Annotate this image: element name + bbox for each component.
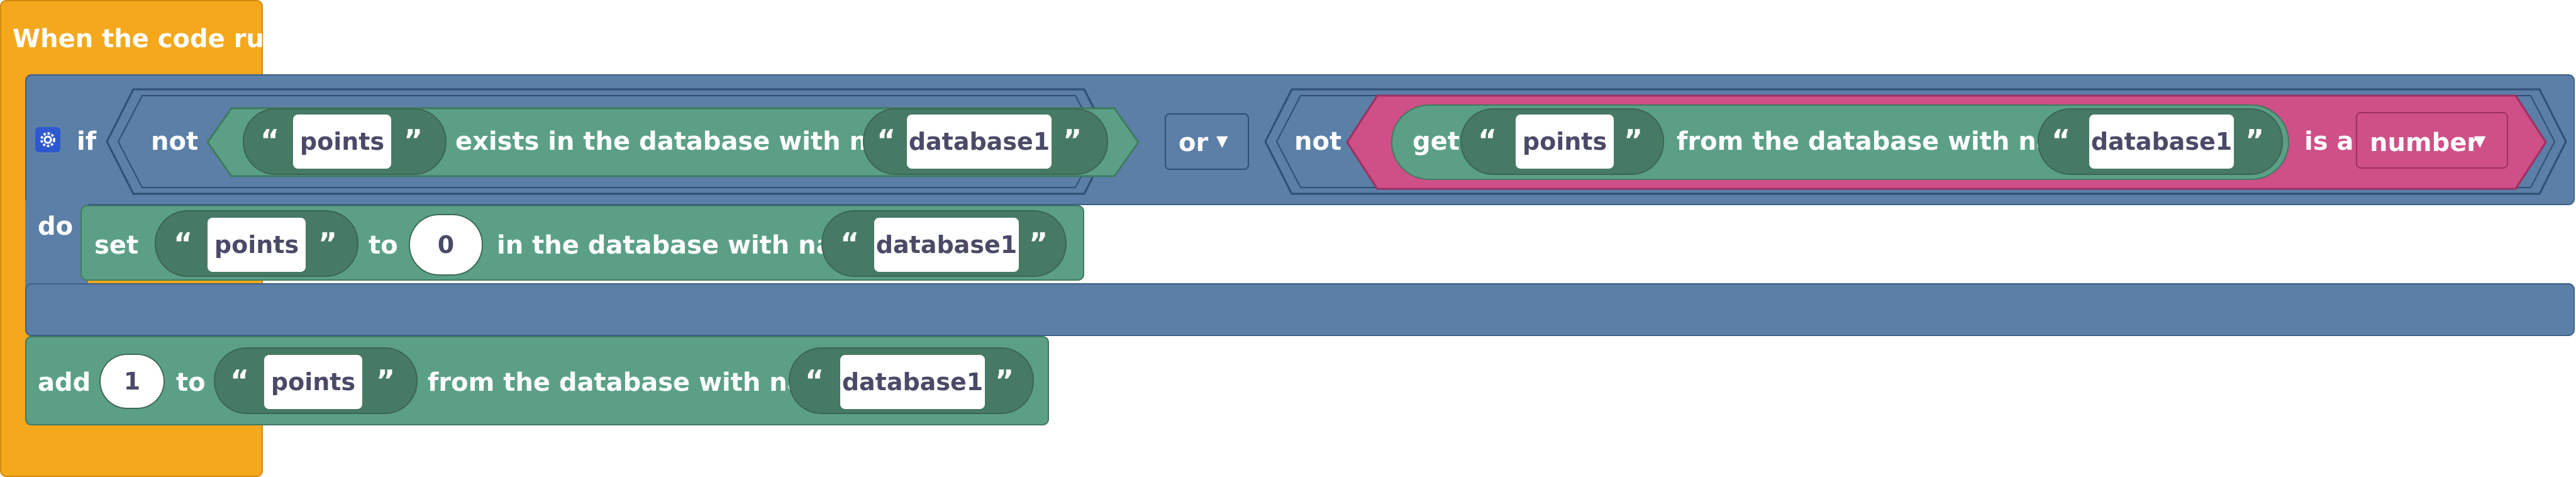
from-database-text: from the database with name <box>1677 127 2097 156</box>
key-field[interactable]: points <box>293 115 391 169</box>
open-quote: “ <box>2051 123 2071 157</box>
add-label: add <box>38 368 91 397</box>
or-label: or <box>1179 128 1209 157</box>
type-label: number <box>2370 128 2480 157</box>
set-label: set <box>94 231 139 260</box>
is-a-label: is a <box>2304 127 2354 156</box>
from-database-text: from the database with name <box>428 368 848 397</box>
open-quote: “ <box>230 364 250 398</box>
exists-text: exists in the database with name <box>455 127 928 156</box>
close-quote: ” <box>376 364 396 398</box>
if-block-body-left <box>25 200 88 288</box>
open-quote: “ <box>1478 123 1497 157</box>
database-field[interactable]: database1 <box>874 218 1019 272</box>
get-label: get <box>1413 127 1460 156</box>
or-dropdown[interactable] <box>1165 113 1249 170</box>
key-field[interactable]: points <box>208 218 306 272</box>
dropdown-arrow-icon[interactable]: ▼ <box>2474 132 2486 150</box>
open-quote: “ <box>805 364 824 398</box>
dropdown-arrow-icon[interactable]: ▼ <box>1216 132 1228 150</box>
close-quote: ” <box>1029 227 1048 261</box>
value-field[interactable]: 0 <box>409 214 483 276</box>
event-label: When the code runs <box>13 25 297 53</box>
not-label-left: not <box>151 127 199 156</box>
database-field[interactable]: database1 <box>907 115 1052 169</box>
not-label-right: not <box>1294 127 1342 156</box>
close-quote: ” <box>1063 123 1082 157</box>
if-label: if <box>77 127 97 156</box>
close-quote: ” <box>2245 123 2265 157</box>
close-quote: ” <box>404 123 423 157</box>
open-quote: “ <box>174 227 193 261</box>
close-quote: ” <box>995 364 1014 398</box>
do-label: do <box>38 212 74 241</box>
close-quote: ” <box>318 227 338 261</box>
if-block-footer <box>25 283 2575 336</box>
type-dropdown[interactable] <box>2356 112 2508 169</box>
key-field[interactable]: points <box>264 355 362 409</box>
open-quote: “ <box>840 227 860 261</box>
open-quote: “ <box>877 123 896 157</box>
to-label: to <box>369 231 398 260</box>
value-field[interactable]: 1 <box>99 354 165 409</box>
database-field[interactable]: database1 <box>840 355 985 409</box>
close-quote: ” <box>1624 123 1643 157</box>
database-field[interactable]: database1 <box>2089 115 2234 169</box>
to-label: to <box>176 368 206 397</box>
gear-icon[interactable] <box>35 127 60 152</box>
open-quote: “ <box>260 123 280 157</box>
in-database-text: in the database with name <box>497 231 877 260</box>
key-field[interactable]: points <box>1516 115 1614 169</box>
